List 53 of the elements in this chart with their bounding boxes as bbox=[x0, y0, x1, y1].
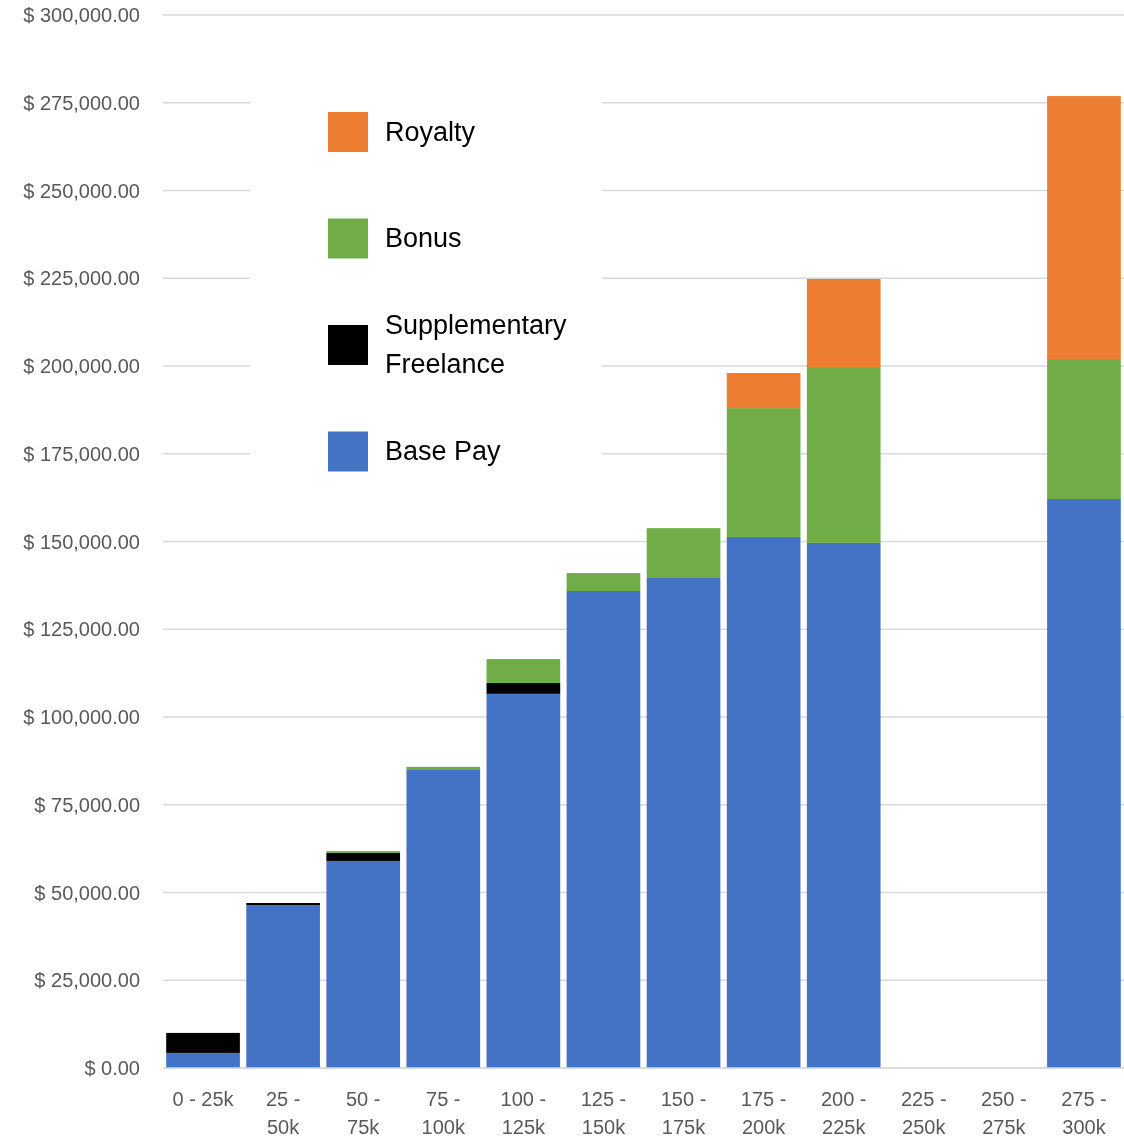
bar bbox=[806, 367, 881, 543]
legend-label: Royalty bbox=[385, 116, 476, 147]
bar bbox=[166, 1032, 240, 1053]
y-tick-label: $ 175,000.00 bbox=[23, 442, 140, 465]
x-tick-label: 175 - 200k bbox=[740, 1088, 787, 1138]
x-tick-label: 100 - 125k bbox=[500, 1088, 547, 1138]
legend-label: Base Pay bbox=[385, 436, 502, 467]
y-tick-label: $ 50,000.00 bbox=[34, 881, 140, 904]
y-tick-label: $ 125,000.00 bbox=[23, 618, 140, 641]
bar bbox=[726, 408, 801, 537]
bar bbox=[1047, 96, 1121, 359]
bar bbox=[246, 905, 320, 1068]
x-tick-label: 75 - 100k bbox=[421, 1088, 466, 1138]
legend-label: Supplementary Freelance bbox=[385, 310, 568, 380]
bar bbox=[166, 1052, 240, 1068]
bar bbox=[566, 590, 641, 1068]
bar bbox=[726, 373, 801, 409]
x-tick-label: 50 - 75k bbox=[345, 1088, 381, 1138]
bar bbox=[486, 659, 561, 683]
y-tick-label: $ 100,000.00 bbox=[23, 706, 140, 728]
bar bbox=[406, 766, 481, 770]
bar bbox=[326, 860, 401, 1068]
bar bbox=[646, 578, 721, 1068]
x-tick-label: 25 - 50k bbox=[265, 1088, 301, 1138]
y-tick-label: $ 25,000.00 bbox=[34, 969, 140, 992]
bar bbox=[566, 573, 641, 591]
y-tick-label: $ 200,000.00 bbox=[23, 355, 140, 377]
y-tick-label: $ 0.00 bbox=[84, 1057, 140, 1079]
x-tick-label: 275 - 300k bbox=[1061, 1088, 1107, 1138]
x-tick-label: 0 - 25k bbox=[172, 1088, 235, 1110]
y-tick-label: $ 250,000.00 bbox=[23, 179, 140, 202]
bar bbox=[806, 278, 881, 368]
legend-label: Bonus bbox=[385, 223, 462, 254]
bar bbox=[1047, 499, 1121, 1068]
y-tick-label: $ 300,000.00 bbox=[23, 4, 140, 26]
x-tick-label: 250 - 275k bbox=[981, 1088, 1027, 1138]
bar bbox=[646, 528, 721, 578]
bar bbox=[726, 536, 801, 1068]
bar bbox=[1047, 358, 1121, 500]
bar bbox=[806, 542, 881, 1068]
bar bbox=[486, 693, 561, 1068]
y-tick-label: $ 150,000.00 bbox=[23, 530, 140, 553]
x-tick-label: 125 - 150k bbox=[580, 1088, 627, 1138]
x-tick-label: 200 - 225k bbox=[820, 1088, 867, 1138]
bar bbox=[326, 852, 401, 861]
bar bbox=[486, 682, 561, 694]
y-tick-label: $ 225,000.00 bbox=[23, 267, 140, 290]
x-tick-label: 150 - 175k bbox=[660, 1088, 707, 1138]
bar bbox=[246, 903, 320, 906]
x-tick-label: 225 - 250k bbox=[900, 1088, 947, 1138]
bar bbox=[406, 770, 481, 1068]
y-tick-label: $ 275,000.00 bbox=[23, 91, 140, 114]
y-tick-label: $ 75,000.00 bbox=[34, 793, 140, 816]
